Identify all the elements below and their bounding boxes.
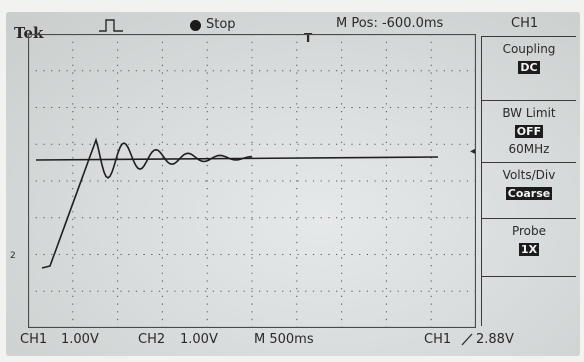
run-state-label: Stop [206,17,236,32]
stop-dot-icon [190,20,201,31]
trigger-source: CH1 [424,332,452,347]
horizontal-position-readout: M Pos: -600.0ms [336,16,444,31]
ch2-ground-marker: 2 [10,251,16,261]
left-arrow-icon: ◂ [470,146,476,157]
trigger-level-readout: 2.88V [476,332,514,347]
rising-edge-pulse-icon [99,19,123,32]
coupling-menu-button[interactable]: Coupling DC [482,36,576,101]
brand-logo: Tek [14,24,44,42]
bw-limit-label: BW Limit [502,106,556,120]
ch2-label: CH2 [138,332,166,347]
timebase-readout: M 500ms [254,332,314,347]
rising-slope-icon [461,333,473,346]
probe-label: Probe [511,224,547,238]
ch2-scale: 1.00V [180,332,218,347]
probe-value: 1X [518,243,540,256]
bw-limit-menu-button[interactable]: BW Limit OFF 60MHz [482,100,576,163]
side-menu: Coupling DC BW Limit OFF 60MHz Volts/Div… [481,36,576,326]
ch1-label: CH1 [20,332,48,347]
bw-limit-value: OFF [514,125,544,138]
graticule-grid [28,34,476,328]
probe-menu-button[interactable]: Probe 1X [482,218,576,277]
oscilloscope-screen: Tek Stop T M Pos: -600.0ms CH1 2 ◂ Coupl… [6,12,580,356]
coupling-value: DC [518,61,540,74]
reference-level-line [35,156,439,161]
waveform-graticule [28,34,476,328]
volts-div-value: Coarse [505,187,553,200]
bw-limit-frequency: 60MHz [508,142,550,156]
empty-menu-button[interactable] [482,276,576,327]
ch1-waveform-trace [41,137,253,269]
t-marker-icon: T [304,31,313,45]
volts-div-menu-button[interactable]: Volts/Div Coarse [482,162,576,219]
channel-menu-title: CH1 [511,16,539,31]
ch1-scale: 1.00V [61,332,99,347]
status-bar: CH1 1.00V CH2 1.00V M 500ms CH1 2.88V [6,330,580,352]
volts-div-label: Volts/Div [502,168,556,182]
coupling-label: Coupling [502,42,556,56]
